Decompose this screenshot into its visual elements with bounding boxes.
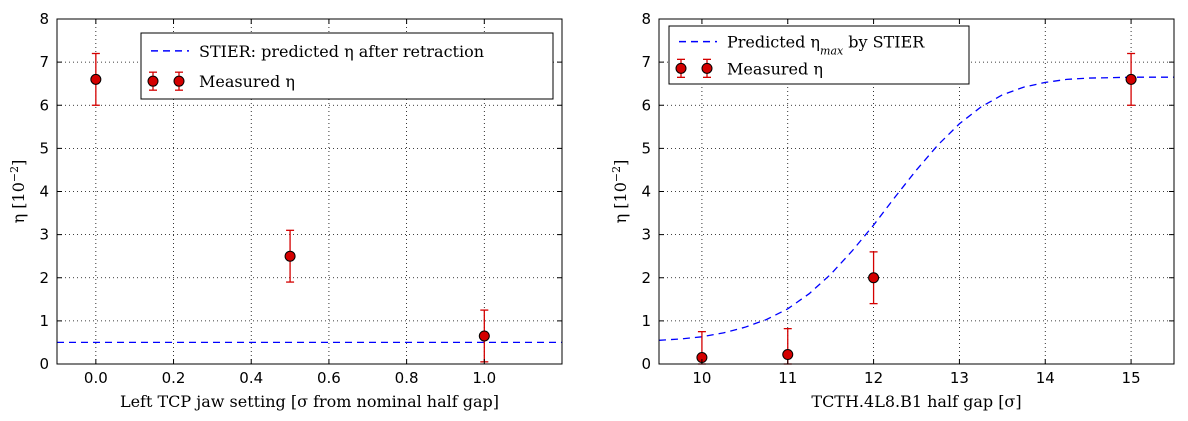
left-x-axis-label: Left TCP jaw setting [σ from nominal hal…: [120, 392, 499, 411]
right-grid: [659, 18, 1174, 365]
right-y-axis-label: η [10−2]: [610, 160, 631, 224]
left-plot-area: [57, 52, 562, 363]
x-tick-label: 12: [864, 369, 883, 387]
x-tick-label: 0.2: [162, 369, 186, 387]
x-tick-label: 15: [1122, 369, 1141, 387]
y-tick-label: 2: [39, 269, 49, 287]
right-legend-errorbar-marker-icon: [675, 58, 713, 78]
prediction-line: [658, 76, 1174, 341]
measured-point: [782, 349, 794, 361]
left-x-ticks: 0.0 0.2 0.4 0.6 0.8 1.0: [84, 19, 496, 387]
right-x-ticks: 10 11 12 13 14 15: [692, 19, 1141, 387]
measured-point: [868, 272, 880, 284]
right-y-ticks: 0 1 2 3 4 5 6 7 8: [641, 10, 1174, 373]
y-tick-label: 7: [641, 53, 651, 71]
y-tick-label: 2: [641, 269, 651, 287]
x-tick-label: 1.0: [472, 369, 496, 387]
x-tick-label: 0.4: [239, 369, 263, 387]
left-legend-box: [140, 32, 554, 100]
x-tick-label: 0.0: [84, 369, 108, 387]
y-tick-label: 7: [39, 53, 49, 71]
y-tick-label: 0: [39, 355, 49, 373]
y-tick-label: 8: [39, 10, 49, 28]
y-tick-label: 4: [641, 183, 651, 201]
right-legend-label-prediction: Predicted ηmax by STIER: [727, 33, 925, 58]
left-legend-label-prediction: STIER: predicted η after retraction: [199, 42, 484, 61]
x-tick-label: 11: [778, 369, 797, 387]
y-tick-label: 1: [641, 312, 651, 330]
y-tick-label: 0: [641, 355, 651, 373]
right-legend-box: [668, 25, 970, 85]
y-tick-label: 6: [39, 96, 49, 114]
left-legend-label-measured: Measured η: [199, 72, 295, 91]
y-tick-label: 5: [39, 139, 49, 157]
left-legend-errorbar-marker-icon: [147, 71, 185, 91]
y-tick-label: 1: [39, 312, 49, 330]
y-tick-label: 6: [641, 96, 651, 114]
right-x-axis-label: TCTH.4L8.B1 half gap [σ]: [811, 392, 1021, 411]
measured-point: [90, 73, 102, 85]
right-legend: Predicted ηmax by STIER Measured η: [668, 25, 970, 85]
y-tick-label: 5: [641, 139, 651, 157]
y-tick-label: 4: [39, 183, 49, 201]
left-chart: 0.0 0.2 0.4 0.6 0.8 1.0 0 1 2 3 4 5 6 7 8 Left TCP ja…: [8, 10, 563, 411]
x-tick-label: 0.6: [317, 369, 341, 387]
legend-measured-point: [173, 75, 185, 87]
measured-point: [284, 250, 296, 262]
left-legend: STIER: predicted η after retraction Meas…: [140, 32, 554, 100]
right-legend-label-measured: Measured η: [727, 59, 823, 78]
x-tick-label: 13: [950, 369, 969, 387]
x-tick-label: 0.8: [395, 369, 419, 387]
x-tick-label: 14: [1036, 369, 1055, 387]
y-tick-label: 8: [641, 10, 651, 28]
left-y-axis-label: η [10−2]: [8, 160, 29, 224]
x-tick-label: 10: [692, 369, 711, 387]
legend-measured-point: [147, 75, 159, 87]
right-plot-area: [658, 52, 1174, 365]
measured-point: [1125, 73, 1137, 85]
legend-measured-point: [701, 62, 713, 74]
measured-point: [478, 330, 490, 342]
y-tick-label: 3: [641, 226, 651, 244]
legend-measured-point: [675, 62, 687, 74]
left-y-ticks: 0 1 2 3 4 5 6 7 8: [39, 10, 562, 373]
y-tick-label: 3: [39, 226, 49, 244]
